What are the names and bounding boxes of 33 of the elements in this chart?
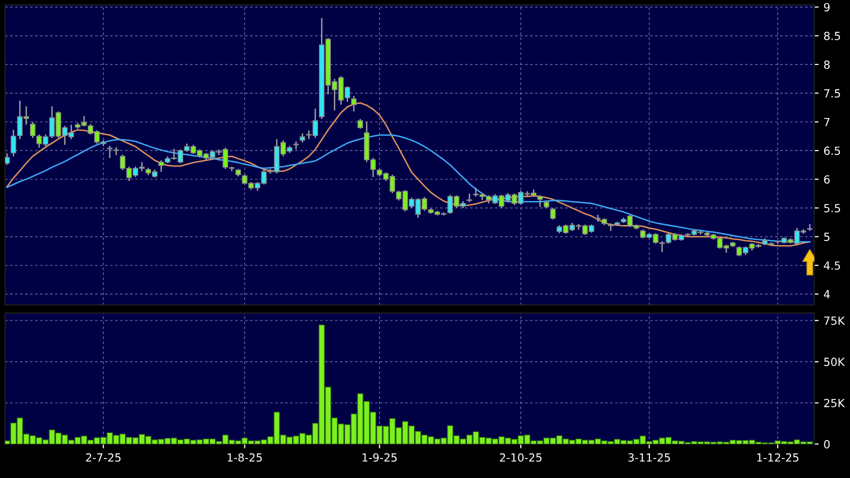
x-tick-label: 1-8-25 xyxy=(228,453,262,462)
x-tick-label: 1-12-25 xyxy=(757,453,798,462)
y-tick-label: 8 xyxy=(824,60,830,69)
y-tick-label: 5.5 xyxy=(824,204,840,212)
y-tick-label: 6.5 xyxy=(824,146,840,155)
y-tick-label: 6 xyxy=(824,175,830,184)
y-tick-label: 9 xyxy=(824,3,830,12)
candlestick xyxy=(807,223,813,232)
candlestick xyxy=(30,121,36,139)
x-tick-label: 1-9-25 xyxy=(362,453,397,462)
y-tick-label: 7.5 xyxy=(824,89,840,98)
candlestick xyxy=(107,145,113,159)
candlestick xyxy=(113,146,119,156)
candlestick xyxy=(10,129,16,157)
y-tick-label: 4.5 xyxy=(824,261,840,270)
candlestick xyxy=(300,132,306,144)
y-tick-label: 0 xyxy=(824,440,830,448)
x-tick-label: 2-7-25 xyxy=(86,453,121,462)
line-series xyxy=(6,134,810,243)
candlestick xyxy=(537,194,543,208)
candlestick xyxy=(351,95,357,112)
x-tick-label: 3-11-25 xyxy=(628,453,670,462)
candlestick xyxy=(5,152,10,166)
y-tick-label: 25K xyxy=(824,398,845,408)
y-tick-label: 4 xyxy=(824,290,830,298)
y-tick-label: 8.5 xyxy=(824,32,840,40)
candlestick xyxy=(550,207,556,220)
x-tick-label: 2-10-25 xyxy=(500,453,542,462)
y-tick-label: 75K xyxy=(824,316,845,325)
y-tick-label: 5 xyxy=(824,232,830,242)
y-tick-label: 50K xyxy=(824,358,845,366)
y-tick-label: 7 xyxy=(824,118,830,126)
candlestick xyxy=(358,118,363,130)
